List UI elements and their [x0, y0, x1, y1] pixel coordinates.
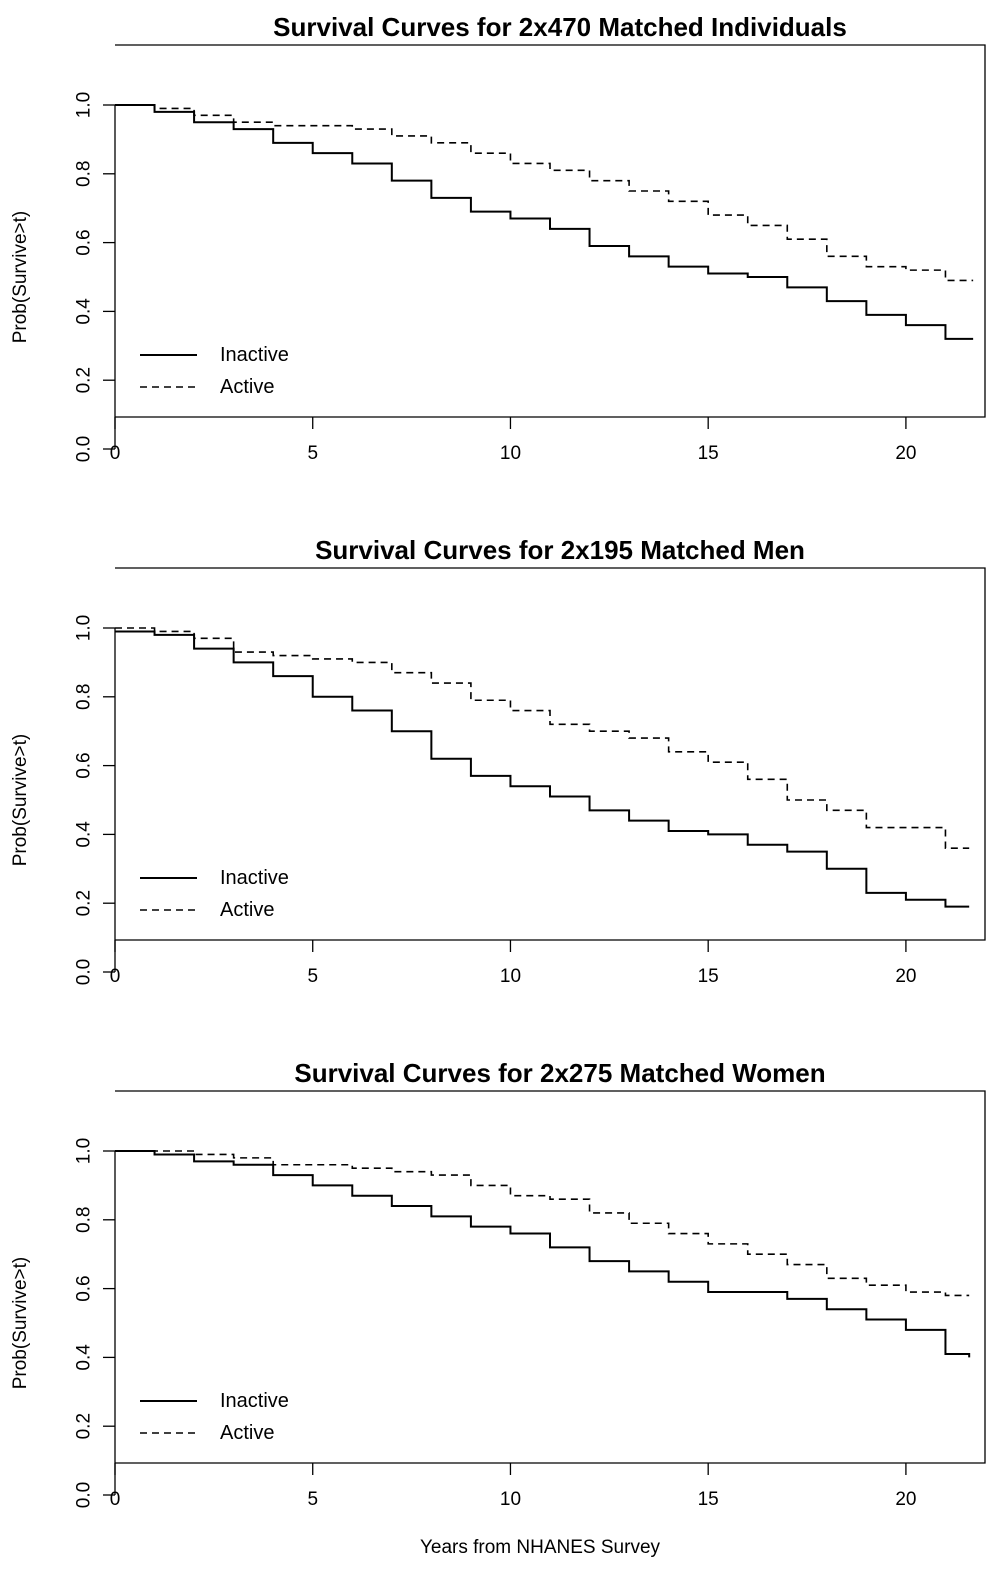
legend-label-inactive: Inactive	[220, 1390, 289, 1412]
y-tick-label: 0.8	[74, 684, 95, 710]
x-tick-label: 15	[698, 1489, 719, 1510]
y-axis-label: Prob(Survive>t)	[10, 1257, 31, 1390]
x-tick-label: 5	[307, 443, 318, 464]
survival-curve-active	[115, 627, 970, 849]
x-tick-label: 10	[500, 443, 521, 464]
survival-curve-inactive	[115, 104, 974, 340]
plot-frame	[115, 567, 986, 941]
chart-title: Survival Curves for 2x275 Matched Women	[294, 1058, 825, 1088]
survival-curve-active	[115, 1150, 970, 1297]
y-tick-label: 0.0	[74, 959, 95, 985]
plot-frame	[115, 44, 986, 418]
plot-frame	[115, 1090, 986, 1464]
y-axis-label: Prob(Survive>t)	[10, 211, 31, 344]
y-tick-label: 0.4	[74, 821, 95, 848]
y-tick-label: 1.0	[74, 1138, 95, 1164]
x-tick-label: 5	[307, 966, 318, 987]
survival-curve-inactive	[115, 630, 970, 908]
y-tick-label: 0.2	[74, 1413, 95, 1439]
survival-curve-active	[115, 104, 974, 282]
chart-title: Survival Curves for 2x470 Matched Indivi…	[273, 12, 847, 42]
chart-panel-2: Survival Curves for 2x195 Matched Men 0.0…	[10, 535, 986, 987]
x-tick-label: 20	[895, 966, 916, 987]
x-tick-label: 0	[110, 1489, 121, 1510]
x-tick-label: 5	[307, 1489, 318, 1510]
chart-panel-3: Survival Curves for 2x275 Matched Women 0…	[10, 1058, 986, 1558]
chart-title: Survival Curves for 2x195 Matched Men	[315, 535, 805, 565]
y-tick-label: 0.0	[74, 1482, 95, 1508]
legend-label-active: Active	[220, 376, 274, 398]
y-axis-label: Prob(Survive>t)	[10, 734, 31, 867]
y-tick-label: 0.4	[74, 1344, 95, 1371]
x-tick-label: 20	[895, 443, 916, 464]
y-tick-label: 0.6	[74, 229, 95, 255]
chart-panel-1: Survival Curves for 2x470 Matched Indivi…	[10, 12, 986, 464]
y-tick-label: 0.6	[74, 752, 95, 778]
x-tick-label: 0	[110, 966, 121, 987]
x-tick-label: 15	[698, 443, 719, 464]
y-tick-label: 0.0	[74, 436, 95, 462]
y-tick-label: 1.0	[74, 92, 95, 118]
y-tick-label: 0.2	[74, 890, 95, 916]
y-tick-label: 0.2	[74, 367, 95, 393]
x-tick-label: 10	[500, 1489, 521, 1510]
y-tick-label: 0.8	[74, 161, 95, 187]
y-tick-label: 0.6	[74, 1275, 95, 1301]
survival-curve-inactive	[115, 1150, 971, 1358]
y-tick-label: 0.8	[74, 1207, 95, 1233]
x-axis-label: Years from NHANES Survey	[420, 1537, 661, 1558]
legend-label-inactive: Inactive	[220, 867, 289, 889]
y-tick-label: 1.0	[74, 615, 95, 641]
x-tick-label: 10	[500, 966, 521, 987]
legend-label-active: Active	[220, 1422, 274, 1444]
legend-label-active: Active	[220, 899, 274, 921]
x-tick-label: 0	[110, 443, 121, 464]
x-tick-label: 15	[698, 966, 719, 987]
y-tick-label: 0.4	[74, 298, 95, 325]
x-tick-label: 20	[895, 1489, 916, 1510]
legend-label-inactive: Inactive	[220, 344, 289, 366]
